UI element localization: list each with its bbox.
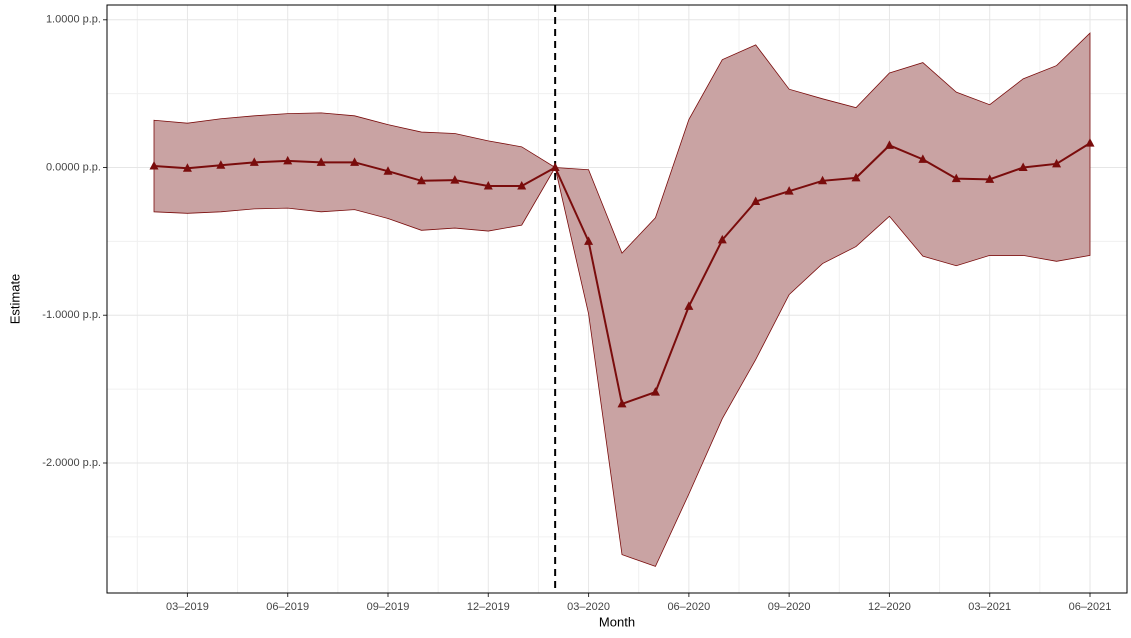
point xyxy=(216,160,226,169)
x-tick-label: 03–2019 xyxy=(166,601,209,613)
x-tick-label: 06–2020 xyxy=(667,601,710,613)
y-tick-label: 1.0000 p.p. xyxy=(46,14,101,26)
x-tick-label: 09–2019 xyxy=(367,601,410,613)
point xyxy=(818,175,828,185)
point xyxy=(182,163,192,172)
point xyxy=(784,186,794,195)
point xyxy=(918,154,928,163)
point xyxy=(283,155,293,165)
point xyxy=(584,236,594,245)
point xyxy=(350,157,360,166)
point xyxy=(1018,162,1028,172)
point xyxy=(249,157,259,166)
point xyxy=(650,387,660,396)
point xyxy=(450,175,460,184)
point xyxy=(483,180,493,190)
confidence-band xyxy=(153,32,1091,567)
x-axis-title: Month xyxy=(599,614,635,629)
point xyxy=(517,180,527,190)
point xyxy=(851,172,861,182)
x-tick-label: 03–2020 xyxy=(567,601,610,613)
point xyxy=(951,173,961,183)
point xyxy=(884,140,894,149)
x-tick-label: 12–2020 xyxy=(868,601,911,613)
y-tick-label: 0.0000 p.p. xyxy=(46,161,101,173)
x-tick-label: 12–2019 xyxy=(467,601,510,613)
point xyxy=(684,301,694,310)
point xyxy=(617,398,627,408)
point xyxy=(751,196,761,205)
point xyxy=(149,161,159,170)
point xyxy=(1085,138,1095,147)
point xyxy=(383,166,393,175)
y-tick-label: -1.0000 p.p. xyxy=(42,309,101,321)
x-tick-label: 06–2019 xyxy=(266,601,309,613)
point xyxy=(1052,158,1062,168)
y-tick-label: -2.0000 p.p. xyxy=(42,457,101,469)
point xyxy=(550,162,560,172)
x-tick-label: 09–2020 xyxy=(768,601,811,613)
plot-border xyxy=(106,4,1128,594)
point xyxy=(985,174,995,183)
y-axis-title: Estimate xyxy=(7,274,22,325)
point xyxy=(416,175,426,185)
point xyxy=(316,157,326,166)
point xyxy=(717,234,727,244)
x-tick-label: 03–2021 xyxy=(968,601,1011,613)
x-tick-label: 06–2021 xyxy=(1069,601,1112,613)
